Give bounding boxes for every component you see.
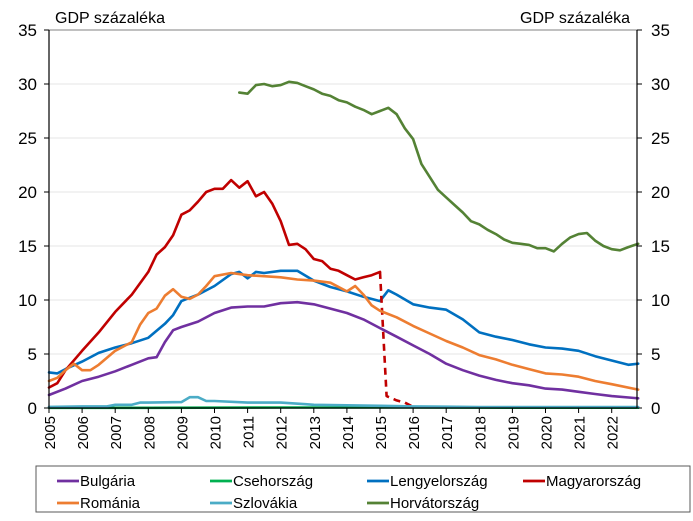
gridlines [49,83,637,355]
x-tick-label: 2013 [307,416,324,449]
series-line-bulgária [47,300,640,400]
legend-label: Csehország [233,473,313,490]
series-lines [47,80,640,410]
series-line-horvátország [238,80,640,253]
legend-item: Szlovákia [210,495,298,512]
legend-item: Lengyelország [367,473,488,490]
x-tick-label: 2020 [539,416,556,449]
y-tick-label-left: 15 [18,237,37,256]
x-tick-label: 2018 [472,416,489,449]
y-tick-label-left: 35 [18,21,37,40]
x-tick-label: 2009 [174,416,191,449]
right-axis-unit-label: GDP százaléka [520,10,630,27]
left-axis-unit-label: GDP százaléka [55,10,165,27]
x-tick-label: 2005 [42,416,59,449]
legend-label: Lengyelország [390,473,488,490]
legend-item: Románia [57,495,141,512]
legend-label: Románia [80,495,141,512]
x-tick-label: 2011 [241,416,258,448]
y-tick-label-right: 0 [651,399,660,418]
x-tick-label: 2014 [340,416,357,449]
y-tick-label-left: 30 [18,75,37,94]
y-tick-label-left: 5 [28,345,37,364]
y-tick-label-right: 10 [651,291,670,310]
legend-item: Magyarország [523,473,641,490]
legend-item: Bulgária [57,473,136,490]
x-tick-label: 2008 [141,416,158,449]
x-tick-label: 2007 [108,416,125,449]
legend: Bulgária Csehország Lengyelország Magyarors… [35,465,691,513]
x-ticks: 2005 2006 2007 2008 2009 2010 2011 2012 2013 2014… [42,408,622,449]
x-tick-label: 2022 [605,416,622,449]
x-tick-label: 2010 [208,416,225,449]
x-tick-label: 2012 [274,416,291,449]
y-tick-label-left: 10 [18,291,37,310]
x-tick-label: 2019 [505,416,522,449]
legend-label: Magyarország [546,473,641,490]
y-tick-label-left: 25 [18,129,37,148]
x-tick-label: 2016 [406,416,423,449]
x-tick-label: 2017 [439,416,456,449]
legend-box [35,465,691,513]
legend-label: Horvátország [390,495,479,512]
y-ticks: 0 0 5 5 10 10 15 15 20 20 25 25 30 30 35 35 [18,21,670,418]
y-tick-label-left: 0 [28,399,37,418]
series-line-magyarország [47,178,382,389]
series-line-magyarország-szaggatott- [378,271,414,409]
y-tick-label-left: 20 [18,183,37,202]
x-tick-label: 2021 [572,416,589,449]
y-tick-label-right: 25 [651,129,670,148]
y-tick-label-right: 35 [651,21,670,40]
y-tick-label-right: 20 [651,183,670,202]
legend-item: Horvátország [367,495,479,512]
x-tick-label: 2006 [75,416,92,449]
y-tick-label-right: 5 [651,345,660,364]
series-line-szlovákia [47,395,640,409]
series-line-románia [47,271,640,391]
legend-item: Csehország [210,473,313,490]
axes [48,29,638,409]
legend-label: Bulgária [80,473,136,490]
series-line-lengyelország [47,269,640,375]
y-tick-label-right: 30 [651,75,670,94]
x-tick-label: 2015 [373,416,390,449]
y-tick-label-right: 15 [651,237,670,256]
legend-label: Szlovákia [233,495,298,512]
